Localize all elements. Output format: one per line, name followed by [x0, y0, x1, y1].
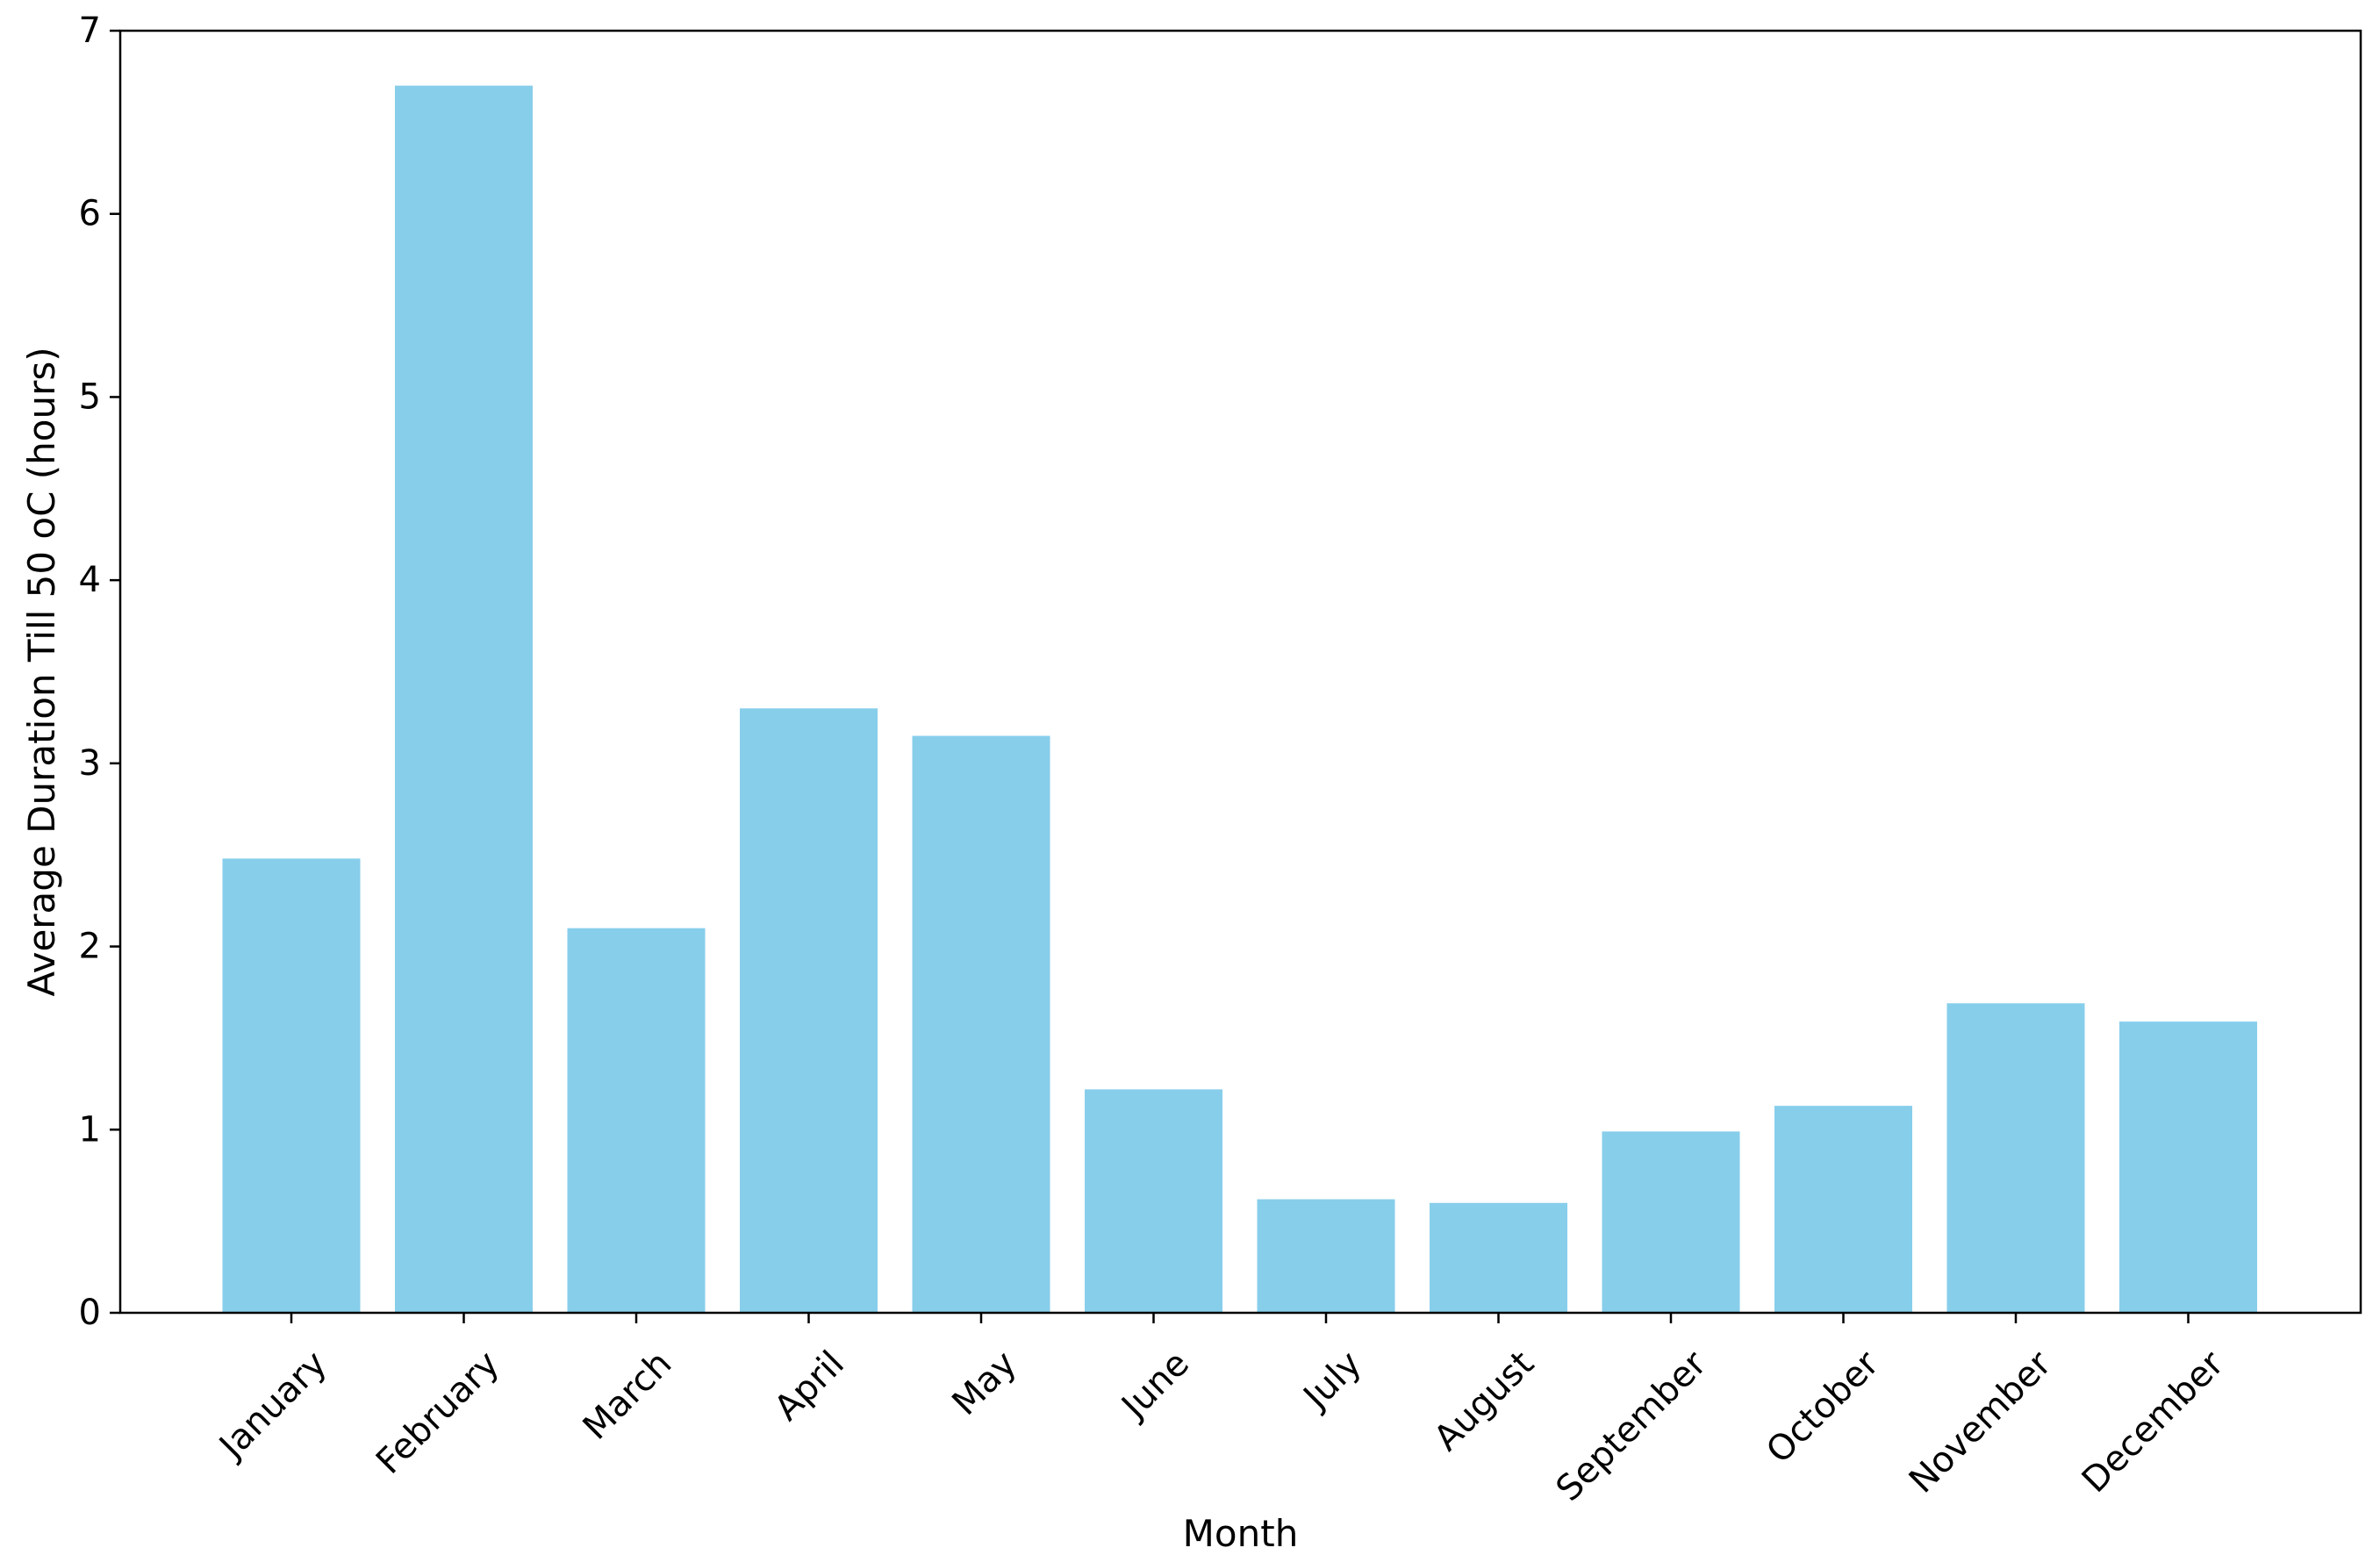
x-tick-label: September [1549, 1344, 1715, 1509]
x-tick-label: July [1294, 1344, 1370, 1419]
bar-february [395, 85, 533, 1314]
x-axis: January February March April May June July Augu… [211, 1313, 2233, 1509]
x-axis-label: Month [1183, 1512, 1299, 1555]
x-tick-label: June [1113, 1344, 1197, 1428]
bars-group [222, 85, 2257, 1314]
y-axis-label: Average Duration Till 50 oC (hours) [20, 347, 63, 996]
bar-december [2119, 1021, 2257, 1313]
x-tick-label: November [1902, 1344, 2060, 1501]
y-tick-label: 2 [79, 927, 101, 967]
bar-july [1257, 1199, 1395, 1313]
x-tick-label: January [211, 1344, 335, 1468]
x-tick-label: October [1759, 1344, 1887, 1472]
y-tick-label: 4 [79, 560, 101, 600]
y-axis: 0 1 2 3 4 5 6 7 [79, 11, 120, 1333]
x-tick-label: May [944, 1344, 1024, 1423]
x-tick-label: April [767, 1344, 852, 1429]
bar-may [912, 735, 1050, 1313]
x-tick-label: August [1426, 1344, 1542, 1459]
bar-november [1946, 1003, 2085, 1313]
bar-september [1602, 1131, 1740, 1313]
y-tick-label: 3 [79, 743, 101, 784]
bar-june [1085, 1089, 1222, 1313]
bar-april [740, 708, 878, 1313]
bar-august [1430, 1202, 1567, 1313]
y-tick-label: 5 [79, 376, 101, 417]
y-tick-label: 1 [79, 1109, 101, 1150]
y-tick-label: 6 [79, 194, 101, 234]
plot-area-frame [118, 29, 2362, 1315]
x-tick-label: March [576, 1344, 680, 1448]
x-tick-label: December [2075, 1344, 2233, 1501]
bar-march [567, 928, 706, 1313]
y-tick-label: 7 [79, 11, 101, 51]
bar-january [222, 858, 361, 1313]
bar-october [1774, 1106, 1912, 1313]
x-tick-label: February [369, 1344, 507, 1482]
y-tick-label: 0 [79, 1293, 101, 1333]
